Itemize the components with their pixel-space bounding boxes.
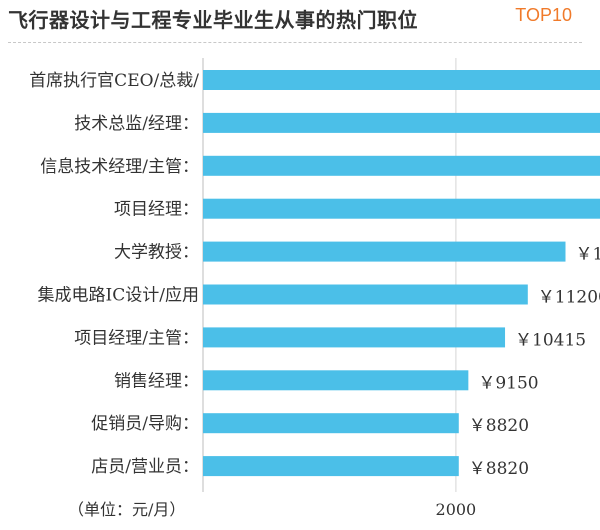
bar xyxy=(203,112,600,133)
value-label: ￥9150 xyxy=(478,373,538,393)
chart-title: 飞行器设计与工程专业毕业生从事的热门职位 xyxy=(8,8,418,32)
bar xyxy=(203,155,600,176)
category-label: 销售经理： xyxy=(114,371,199,391)
bar xyxy=(203,241,566,262)
value-label: ￥12500 xyxy=(576,245,600,265)
value-label: ￥8820 xyxy=(469,416,529,436)
bar xyxy=(203,327,506,348)
bar xyxy=(203,370,469,391)
category-label: 大学教授： xyxy=(114,243,199,263)
bar xyxy=(203,456,459,477)
category-label: 项目经理： xyxy=(114,200,199,220)
category-label: 信息技术经理/主管： xyxy=(40,157,199,177)
top10-badge: TOP10 xyxy=(515,5,572,25)
value-label: ￥11200 xyxy=(538,288,600,308)
category-label: 集成电路IC设计/应用 xyxy=(38,286,199,306)
category-label: 技术总监/经理： xyxy=(74,114,199,134)
bar xyxy=(203,284,528,305)
bar xyxy=(203,413,459,434)
value-label: ￥8820 xyxy=(469,459,529,479)
value-label: ￥10415 xyxy=(515,330,586,350)
category-label: 店员/营业员： xyxy=(91,457,199,477)
unit-label: （单位：元/月） xyxy=(68,500,185,519)
category-label: 首席执行官CEO/总裁/ xyxy=(29,71,199,91)
bar xyxy=(203,198,600,219)
category-label: 项目经理/主管： xyxy=(74,328,199,348)
bar xyxy=(203,70,600,90)
x-tick-label: 2000 xyxy=(436,500,477,519)
category-label: 促销员/导购： xyxy=(91,414,199,434)
title-separator xyxy=(8,42,582,43)
